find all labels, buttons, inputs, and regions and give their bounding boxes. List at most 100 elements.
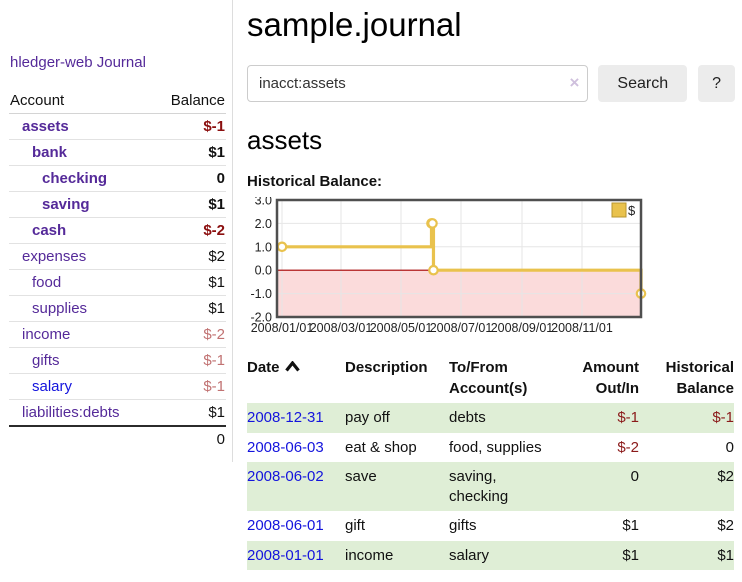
historical-balance-chart: $3.0 2.0 1.0 0.0 -1.0 -2.02008/01/012008/03/0… [250,194,647,335]
transaction-amount: $-1 [567,403,653,433]
transaction-row: 2008-06-03 eat & shop food, supplies $-2 0 [247,433,734,463]
accounts-header-balance: Balance [153,88,226,114]
chart-label: Historical Balance: [247,173,383,190]
register-col-description: Description [345,359,428,376]
register-head-row: Date Description To/From Account(s) Amount Ou… [247,353,734,403]
transaction-date-cell: 2008-06-03 [247,433,345,463]
main-content: sample.journal × Search ? assets Histori… [233,0,742,582]
transaction-description: gift [345,517,366,534]
account-link-liabilities-debts[interactable]: liabilities:debts [22,404,120,421]
account-balance: $-1 [153,373,226,400]
svg-text:2008/07/01: 2008/07/01 [430,321,493,335]
account-row: food $1 [9,269,226,296]
account-link-salary[interactable]: salary [32,378,73,395]
account-link-supplies[interactable]: supplies [32,300,88,317]
sidebar: hledger-web Journal Account Balance asse… [0,0,233,462]
register-col-date[interactable]: Date [247,353,345,403]
transaction-description: income [345,540,449,570]
transaction-balance: $-1 [653,403,734,433]
account-link-expenses[interactable]: expenses [22,248,87,265]
account-row: expenses $2 [9,243,226,270]
transaction-accounts: salary [449,540,567,570]
search-input[interactable] [247,65,589,102]
account-balance: $-2 [153,321,226,348]
svg-text:0.0: 0.0 [255,264,272,278]
svg-text:2008/01/01: 2008/01/01 [251,321,314,335]
account-row: checking 0 [9,165,226,192]
account-balance: $1 [153,139,226,166]
account-row: salary $-1 [9,373,226,400]
transaction-date-link[interactable]: 2008-12-31 [247,409,324,426]
transaction-date-link[interactable]: 2008-01-01 [247,546,324,564]
account-link-saving[interactable]: saving [42,196,90,213]
svg-text:2008/11/01: 2008/11/01 [551,321,613,335]
clear-search-icon[interactable]: × [569,73,580,92]
transaction-date-cell: 2008-06-01 [247,511,345,541]
account-link-assets[interactable]: assets [22,118,69,135]
account-link-gifts[interactable]: gifts [32,352,60,369]
transaction-date-link[interactable]: 2008-06-02 [247,468,324,485]
register-body: 2008-12-31 pay off debts $-1 $-1 2008-06-03 ea… [247,403,734,570]
svg-text:1.0: 1.0 [255,240,272,254]
svg-text:$: $ [628,203,636,218]
sidebar-item-journal[interactable]: Journal [96,54,146,71]
account-balance: $1 [153,295,226,322]
register-col-historical-balance: Historical Balance [665,359,734,397]
account-row: liabilities:debts $1 [9,399,226,426]
sort-ascending-icon [284,359,300,376]
transaction-amount: $-2 [617,438,639,456]
transaction-amount: $1 [622,517,639,534]
svg-text:3.0: 3.0 [255,197,272,208]
transaction-accounts: gifts [449,517,477,534]
svg-text:2008/09/01: 2008/09/01 [491,321,554,335]
search-button[interactable]: Search [598,65,688,102]
account-row: income $-2 [9,321,226,348]
account-link-food[interactable]: food [32,274,62,291]
transaction-row: 2008-12-31 pay off debts $-1 $-1 [247,403,734,433]
account-balance: $1 [153,399,226,426]
transaction-amount: $1 [567,540,653,570]
svg-text:-1.0: -1.0 [250,287,272,301]
search-form: × Search ? [247,65,735,102]
transaction-balance: $2 [717,517,734,534]
account-balance: $-2 [153,217,226,244]
app-title-link[interactable]: hledger-web [10,54,93,71]
account-link-checking[interactable]: checking [42,170,108,187]
account-row: cash $-2 [9,217,226,244]
register-table: Date Description To/From Account(s) Amount Ou… [247,353,734,570]
svg-text:2008/05/01: 2008/05/01 [370,321,433,335]
transaction-date-link[interactable]: 2008-06-03 [247,438,324,456]
transaction-accounts: debts [449,403,567,433]
accounts-total-value: 0 [153,425,226,452]
account-row: gifts $-1 [9,347,226,374]
account-balance: $1 [153,191,226,218]
svg-text:2.0: 2.0 [255,217,272,231]
transaction-description: eat & shop [345,438,417,456]
account-link-income[interactable]: income [22,326,71,343]
account-link-cash[interactable]: cash [32,222,67,239]
account-page-title: assets [247,125,323,155]
account-row: assets $-1 [9,114,226,140]
transaction-description: save [345,462,449,511]
account-balance: 0 [153,165,226,192]
page-title: sample.journal [247,6,462,43]
accounts-header-account: Account [9,88,154,114]
accounts-body: assets $-1 bank $1 checking 0 saving $1 cash $-2 e… [9,114,226,426]
transaction-row: 2008-01-01 income salary $1 $1 [247,540,734,570]
transaction-date-link[interactable]: 2008-06-01 [247,517,324,534]
transaction-date-cell: 2008-12-31 [247,403,345,433]
account-link-bank[interactable]: bank [32,144,68,161]
transaction-balance: $1 [653,540,734,570]
account-balance: $1 [153,269,226,296]
transaction-accounts: saving, checking [449,462,567,511]
account-balance: $-1 [153,347,226,374]
transaction-date-cell: 2008-06-02 [247,462,345,511]
account-row: saving $1 [9,191,226,218]
accounts-table: Account Balance assets $-1 bank $1 checking 0… [9,88,226,452]
transaction-balance: 0 [725,438,734,456]
search-help-button[interactable]: ? [698,65,735,102]
account-row: bank $1 [9,139,226,166]
svg-text:-2.0: -2.0 [250,311,272,325]
transaction-row: 2008-06-02 save saving, checking 0 $2 [247,462,734,511]
transaction-amount: 0 [567,462,653,511]
